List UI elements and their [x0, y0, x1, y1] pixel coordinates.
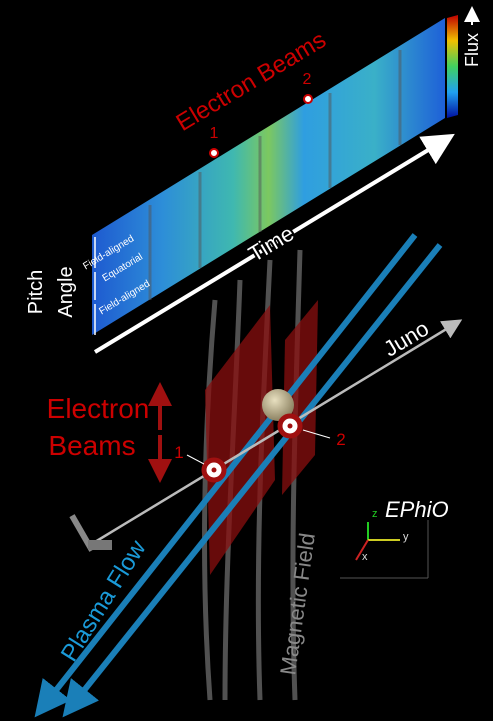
axis-label: x — [362, 551, 368, 563]
axis-triad — [340, 520, 429, 579]
spectrogram-texture — [148, 50, 402, 300]
beam-plane — [205, 305, 275, 575]
frame-label: EPhiO — [385, 497, 449, 522]
callout — [302, 429, 331, 439]
beams-label: Electron — [47, 393, 150, 424]
pitch-label: Pitch — [25, 270, 47, 314]
spectrogram — [92, 18, 445, 335]
axis-label: z — [372, 508, 378, 520]
moon — [262, 389, 294, 421]
beam-label: 2 — [336, 430, 345, 449]
color-bar — [447, 15, 458, 118]
beam-marker — [303, 94, 313, 104]
juno-trajectory — [89, 319, 463, 547]
beam-label: 1 — [210, 125, 219, 142]
time-arrow — [93, 133, 455, 354]
callout — [186, 454, 205, 465]
beam-label: 1 — [174, 443, 183, 462]
beam-plane — [282, 300, 318, 495]
beam-label: 2 — [303, 71, 312, 88]
beams-label: Beams — [48, 430, 135, 461]
spacecraft — [69, 514, 112, 552]
beam-marker — [209, 148, 219, 158]
angle-label: Angle — [55, 266, 77, 317]
flux-label: Flux — [462, 33, 482, 67]
axis-label: y — [403, 531, 409, 543]
plasma-lines — [34, 233, 443, 718]
